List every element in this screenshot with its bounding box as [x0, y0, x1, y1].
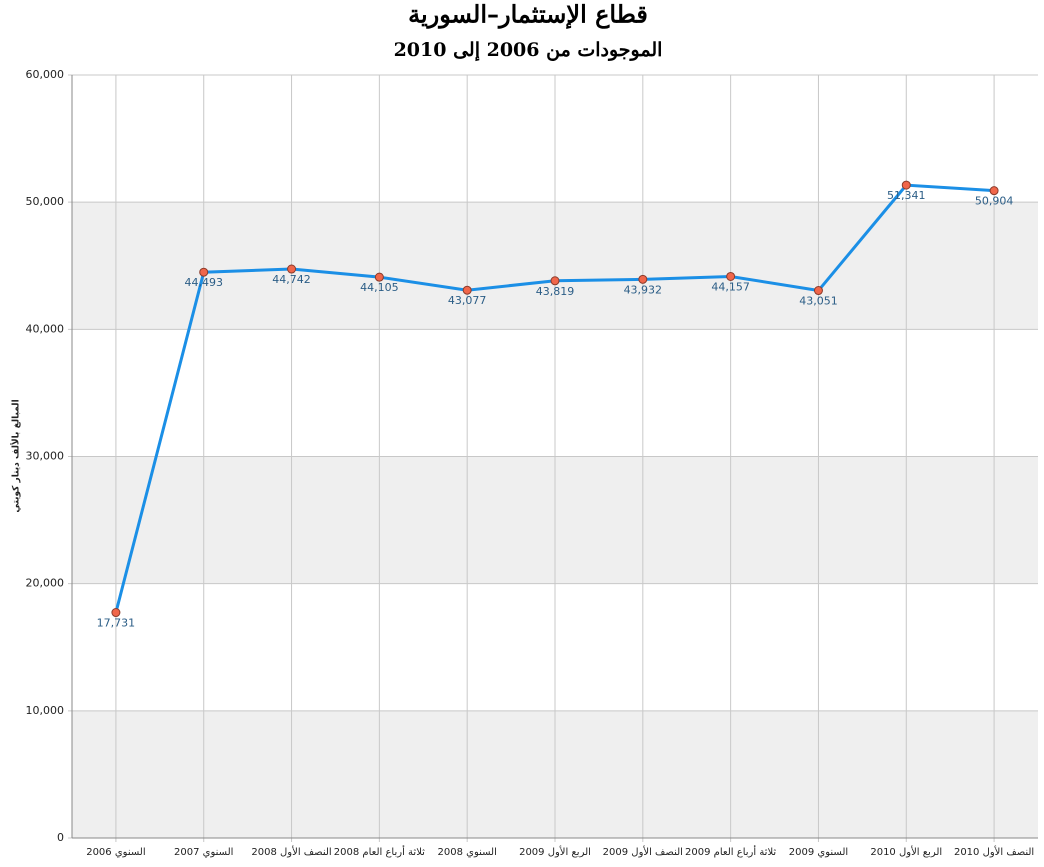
- y-tick-label: 30,000: [26, 450, 65, 463]
- value-label: 43,819: [536, 285, 575, 298]
- marker: [287, 264, 297, 274]
- marker: [989, 186, 999, 196]
- value-label: 44,493: [184, 276, 223, 289]
- marker: [726, 271, 736, 281]
- value-label: 17,731: [97, 617, 136, 630]
- x-tick-label: السنوي 2008: [437, 847, 496, 858]
- value-label: 43,051: [799, 295, 838, 308]
- value-label: 51,341: [887, 189, 926, 202]
- marker: [462, 285, 472, 295]
- chart-title: قطاع الإستثمار–السورية: [408, 0, 648, 30]
- x-tick-label: الربع الأول 2010: [870, 845, 942, 858]
- y-tick-label: 60,000: [26, 68, 65, 81]
- value-label: 44,105: [360, 281, 399, 294]
- y-tick-label: 0: [57, 831, 64, 844]
- y-tick-label: 10,000: [26, 704, 65, 717]
- x-tick-label: النصف الأول 2010: [954, 845, 1034, 858]
- y-tick-label: 20,000: [26, 577, 65, 590]
- chart-subtitle: الموجودات من 2006 إلى 2010: [394, 39, 663, 62]
- marker: [199, 267, 209, 277]
- marker: [901, 180, 911, 190]
- value-label: 50,904: [975, 195, 1014, 208]
- x-tick-label: الربع الأول 2009: [519, 845, 591, 858]
- x-tick-label: السنوي 2006: [86, 847, 145, 858]
- marker: [374, 272, 384, 282]
- y-tick-label: 40,000: [26, 322, 65, 335]
- x-tick-label: ثلاثة أرباع العام 2008: [334, 845, 425, 858]
- x-tick-label: ثلاثة أرباع العام 2009: [685, 845, 776, 858]
- y-axis-label: المبالغ بالألف دينار كويتي: [10, 399, 22, 512]
- marker: [638, 274, 648, 284]
- marker: [550, 276, 560, 286]
- value-label: 44,742: [272, 273, 311, 286]
- marker: [813, 286, 823, 296]
- y-tick-label: 50,000: [26, 195, 65, 208]
- value-label: 43,077: [448, 294, 487, 307]
- value-label: 43,932: [624, 283, 663, 296]
- value-label: 44,157: [711, 280, 750, 293]
- marker: [111, 608, 121, 618]
- x-tick-label: النصف الأول 2009: [603, 845, 683, 858]
- x-tick-label: النصف الأول 2008: [251, 845, 331, 858]
- x-tick-label: السنوي 2009: [789, 847, 848, 858]
- x-tick-label: السنوي 2007: [174, 847, 233, 858]
